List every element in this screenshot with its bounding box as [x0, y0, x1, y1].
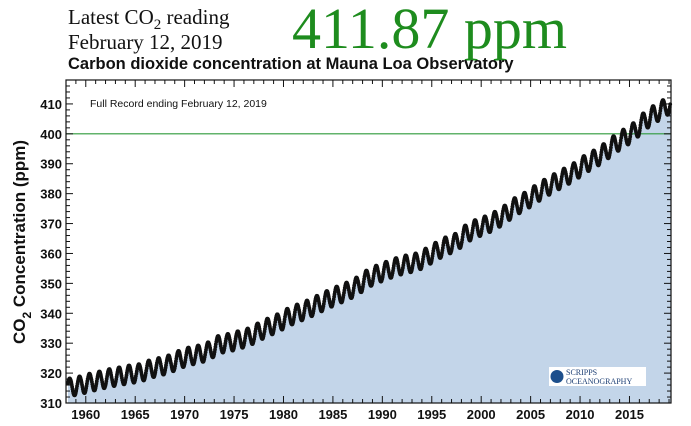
y-tick-label: 360	[40, 246, 62, 261]
x-tick-label: 1980	[269, 407, 298, 422]
x-tick-label: 2015	[615, 407, 644, 422]
y-tick-label: 340	[40, 306, 62, 321]
y-tick-label: 330	[40, 336, 62, 351]
x-tick-label: 1970	[170, 407, 199, 422]
x-tick-label: 1985	[318, 407, 347, 422]
area-fill	[67, 100, 672, 403]
y-tick-label: 370	[40, 217, 62, 232]
x-tick-label: 1960	[71, 407, 100, 422]
y-tick-label: 390	[40, 157, 62, 172]
chart-title: Carbon dioxide concentration at Mauna Lo…	[68, 55, 514, 73]
y-tick-label: 400	[40, 127, 62, 142]
x-tick-label: 2010	[566, 407, 595, 422]
x-tick-label: 1965	[121, 407, 150, 422]
x-tick-label: 1975	[220, 407, 249, 422]
x-tick-label: 1990	[368, 407, 397, 422]
y-tick-label: 380	[40, 187, 62, 202]
latest-reading-value: 411.87 ppm	[292, 0, 567, 61]
y-tick-label: 350	[40, 276, 62, 291]
data-point	[638, 126, 642, 130]
svg-text:OCEANOGRAPHY: OCEANOGRAPHY	[566, 377, 632, 386]
reading-date: February 12, 2019	[68, 30, 223, 54]
y-tick-label: 410	[40, 97, 62, 112]
x-tick-label: 2000	[467, 407, 496, 422]
x-tick-label: 2005	[516, 407, 545, 422]
record-annotation: Full Record ending February 12, 2019	[90, 98, 267, 110]
latest-reading-label: Latest CO2 reading	[68, 5, 230, 34]
y-axis-label: CO2 Concentration (ppm)	[10, 140, 34, 344]
x-tick-label: 1995	[417, 407, 446, 422]
scripps-logo: SCRIPPS OCEANOGRAPHY	[549, 367, 646, 386]
y-tick-label: 310	[40, 396, 62, 411]
y-tick-label: 320	[40, 366, 62, 381]
svg-text:SCRIPPS: SCRIPPS	[566, 368, 597, 377]
